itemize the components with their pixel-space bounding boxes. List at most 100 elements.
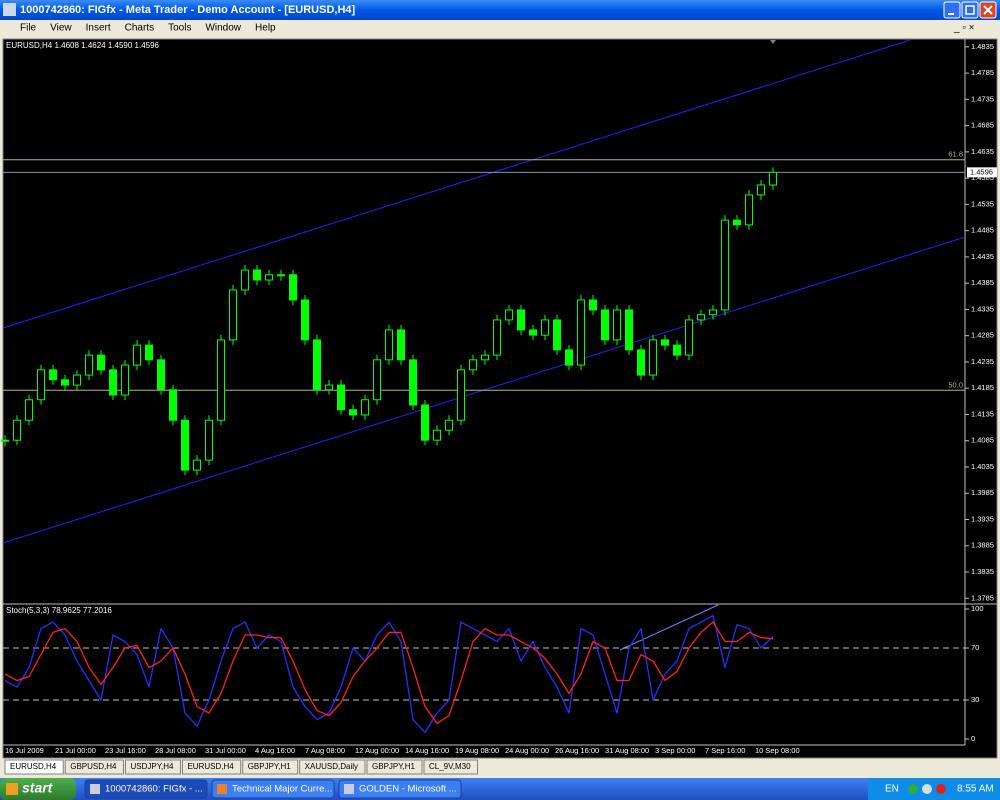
- candle: [769, 171, 777, 186]
- candle: [97, 354, 105, 371]
- tray-icon[interactable]: [908, 784, 918, 794]
- candle: [505, 309, 513, 321]
- menu-item[interactable]: Insert: [86, 23, 111, 34]
- plot: 1.48351.47851.47351.46851.46351.45851.45…: [1, 42, 997, 755]
- language: EN: [885, 784, 899, 795]
- channel-upper: [2, 39, 911, 329]
- y-tick-label: 70: [971, 643, 979, 652]
- taskbar-items: 1000742860: FIGfx - ... Technical Major C…: [84, 779, 462, 799]
- menu-item[interactable]: Charts: [125, 23, 154, 34]
- y-tick-label: 1.4235: [971, 357, 994, 366]
- candle: [217, 339, 225, 421]
- maximize-glyph: [965, 5, 975, 15]
- tab-shape: [4, 759, 64, 775]
- candle: [289, 274, 297, 301]
- close-glyph: [983, 5, 993, 15]
- y-tick-label: 1.4735: [971, 94, 994, 103]
- tab-shape: [366, 759, 423, 775]
- candle: [733, 219, 741, 226]
- candle: [301, 299, 309, 341]
- candle: [241, 269, 249, 291]
- candle: [745, 194, 753, 226]
- candle: [169, 389, 177, 421]
- menu-item[interactable]: Tools: [168, 23, 191, 34]
- candle: [397, 329, 405, 361]
- menu-item[interactable]: File: [20, 23, 37, 34]
- candle: [673, 344, 681, 356]
- candle: [337, 384, 345, 411]
- candle: [1, 439, 9, 442]
- tab-label: GBPUSD,H4: [70, 762, 117, 771]
- tray-icon[interactable]: [922, 784, 932, 794]
- taskbar-icon: [344, 784, 354, 794]
- candle: [133, 344, 141, 366]
- candle: [37, 369, 45, 401]
- candle: [421, 404, 429, 441]
- minimize-button[interactable]: [943, 1, 961, 19]
- y-tick-label: 1.4185: [971, 383, 994, 392]
- candle: [229, 289, 237, 341]
- tab[interactable]: USDJPY,H4: [124, 759, 181, 775]
- y-tick-label: 1.3985: [971, 488, 994, 497]
- tab-shape: [181, 759, 242, 775]
- window-title: 1000742860: FIGfx - Meta Trader - Demo A…: [20, 4, 356, 16]
- tab[interactable]: GBPUSD,H4: [64, 759, 124, 775]
- x-tick-label: 14 Aug 16:00: [405, 746, 449, 755]
- candle: [313, 339, 321, 391]
- y-tick-label: 1.3835: [971, 567, 994, 576]
- x-tick-label: 12 Aug 00:00: [355, 746, 399, 755]
- app-icon: [3, 3, 16, 16]
- tab[interactable]: CL_9V,M30: [423, 759, 479, 775]
- stoch-line: [4, 621, 774, 725]
- x-tick-label: 28 Jul 08:00: [155, 746, 196, 755]
- maximize-button[interactable]: [961, 1, 979, 19]
- candle: [85, 354, 93, 376]
- tab[interactable]: GBPJPY,H1: [366, 759, 423, 775]
- tab-shape: [423, 759, 479, 775]
- candle: [589, 299, 597, 311]
- taskbar-label: Technical Major Curre...: [232, 784, 332, 795]
- candle: [493, 319, 501, 356]
- tab[interactable]: EURUSD,H4: [4, 759, 64, 775]
- x-tick-label: 21 Jul 00:00: [55, 746, 96, 755]
- candle: [637, 349, 645, 376]
- tab[interactable]: GBPJPY,H1: [242, 759, 299, 775]
- mdi-controls[interactable]: _ ▫ ×: [953, 23, 975, 34]
- tab-label: XAUUSD,Daily: [305, 762, 358, 771]
- candle: [145, 344, 153, 361]
- menu: File View Insert Charts Tools Window Help: [20, 23, 276, 34]
- fibo-level-label: 61.8: [948, 150, 963, 159]
- candle: [529, 329, 537, 336]
- start-button[interactable]: [0, 778, 76, 800]
- candle: [697, 314, 705, 321]
- tray-icon[interactable]: [936, 784, 946, 794]
- x-tick-label: 31 Aug 08:00: [605, 746, 649, 755]
- candle: [625, 309, 633, 351]
- taskbar-button[interactable]: [84, 779, 208, 799]
- taskbar-icon: [217, 784, 227, 794]
- menu-item[interactable]: Help: [255, 23, 276, 34]
- y-tick-label: 1.4685: [971, 121, 994, 130]
- system-tray: [868, 778, 1000, 800]
- symbol-info: EURUSD,H4 1.4608 1.4624 1.4590 1.4596: [6, 41, 160, 50]
- candle: [457, 369, 465, 421]
- candle: [361, 399, 369, 416]
- tab[interactable]: XAUUSD,Daily: [299, 759, 366, 775]
- taskbar-button[interactable]: [211, 779, 335, 799]
- y-tick-label: 1.3935: [971, 514, 994, 523]
- candle: [205, 419, 213, 461]
- candle: [649, 339, 657, 376]
- x-tick-label: 19 Aug 08:00: [455, 746, 499, 755]
- candle: [517, 309, 525, 331]
- candle: [565, 349, 573, 366]
- taskbar-button[interactable]: [338, 779, 462, 799]
- candle: [61, 379, 69, 386]
- tab[interactable]: EURUSD,H4: [181, 759, 242, 775]
- x-tick-label: 7 Sep 16:00: [705, 746, 745, 755]
- y-tick-label: 1.4785: [971, 68, 994, 77]
- y-tick-label: 1.4335: [971, 304, 994, 313]
- candle: [685, 319, 693, 356]
- menu-item[interactable]: View: [50, 23, 72, 34]
- menu-item[interactable]: Window: [205, 23, 241, 34]
